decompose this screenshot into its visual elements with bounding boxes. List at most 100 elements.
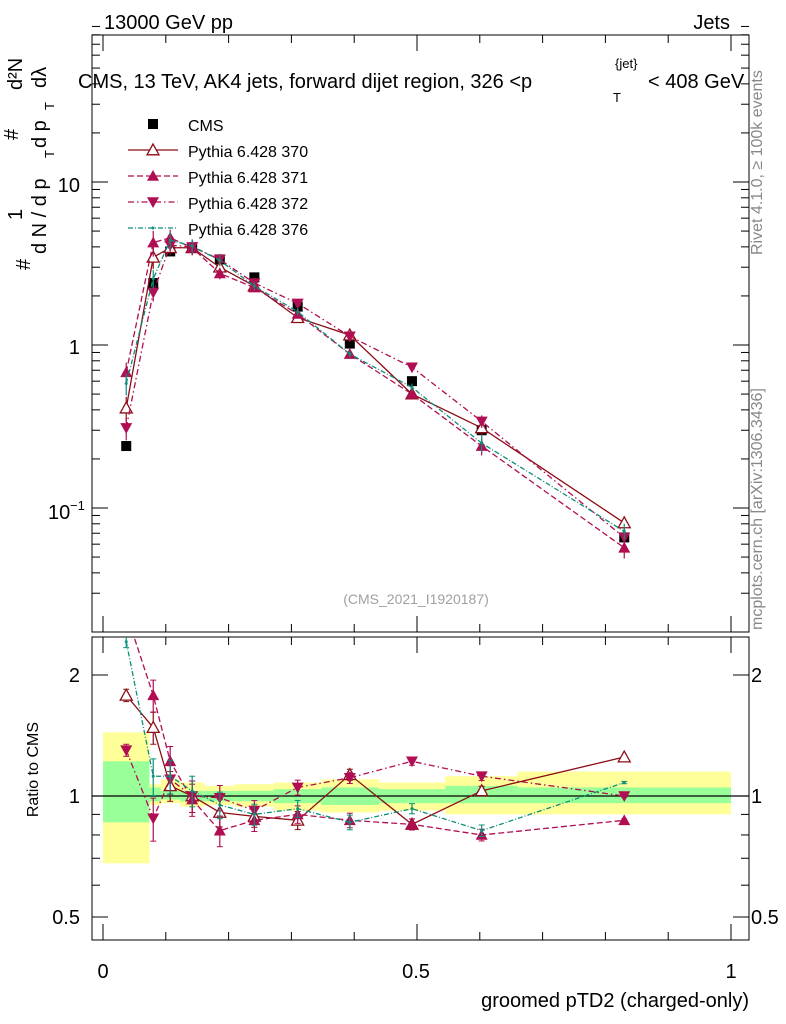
x-axis-label: groomed pTD2 (charged-only) [481, 990, 749, 1012]
ratio-ytick-0.5: 0.5 [52, 907, 80, 929]
ytick-label-0.1-exp: −1 [70, 498, 85, 513]
series-0-point [406, 376, 417, 387]
ratio-plot-frame [91, 636, 750, 941]
xtick-label-0.5: 0.5 [402, 961, 430, 983]
series-3-point [343, 331, 356, 343]
axis-ticks [92, 25, 749, 940]
series-4-ratio-point [168, 774, 172, 778]
legend-marker-1 [145, 142, 161, 156]
series-4-line [125, 239, 625, 532]
y-label-hash-2: # [1, 128, 23, 140]
series-2-point [120, 366, 133, 378]
series-4-ratio-point [252, 812, 256, 816]
legend-marker-4 [151, 226, 155, 230]
series-4-point [151, 277, 155, 281]
legend: CMS Pythia 6.428 370 Pythia 6.428 371 Py… [128, 118, 308, 239]
series-4-ratio-point [190, 789, 194, 793]
xtick-label-0: 0 [97, 961, 108, 983]
series-4-point [480, 441, 484, 445]
series-4-point [190, 244, 194, 248]
series-3-point [120, 423, 133, 434]
series-4-point [124, 382, 128, 386]
series-3-ratio-point [618, 791, 631, 802]
series-1-ratio-point [474, 783, 489, 797]
y-label-dpt: d p [29, 120, 51, 148]
series-2-ratio-point [120, 607, 132, 618]
y-label-t-sub-1: T [42, 150, 57, 158]
legend-marker-2 [147, 170, 159, 181]
series-3-ratio-point [405, 756, 418, 768]
title-subscript: T [613, 90, 621, 105]
y-label-d2n: d²N [5, 58, 27, 90]
plot-title: CMS, 13 TeV, AK4 jets, forward dijet reg… [78, 56, 745, 105]
series-4-ratio-point [296, 807, 300, 811]
y-axis-label: # 1 d N / d p T # d p T d²N dλ [1, 58, 57, 270]
band-green-bin [103, 761, 150, 823]
series-0-point [249, 272, 260, 283]
series-4-point [296, 310, 300, 314]
title-main: CMS, 13 TeV, AK4 jets, forward dijet reg… [78, 71, 532, 93]
ratio-axis-label: Ratio to CMS [25, 722, 42, 817]
series-3-ratio-point [291, 782, 304, 794]
series-3-point [291, 298, 304, 310]
series-4-point [410, 385, 414, 389]
svg-text:CMS, 13 TeV, AK4 jets, forward: CMS, 13 TeV, AK4 jets, forward dijet reg… [78, 71, 532, 93]
ratio-ytick-1: 1 [69, 786, 80, 808]
series-1-ratio-point [617, 749, 632, 763]
series-2-ratio-point [147, 689, 160, 701]
series-2-ratio-line [133, 637, 625, 836]
legend-marker-0 [148, 119, 158, 129]
series-3-line [125, 244, 625, 538]
series-3-point [405, 362, 418, 374]
series-4-ratio-point [348, 820, 352, 824]
series-4-ratio-point [218, 803, 222, 807]
ytick-label-1: 1 [69, 337, 80, 359]
series-2-point [213, 267, 226, 279]
series-4-ratio-point [151, 774, 155, 778]
series-0-point [344, 338, 355, 349]
main-series [119, 229, 632, 559]
series-4-point [252, 284, 256, 288]
ytick-label-0.1: 10 [48, 502, 70, 524]
band-green-bin [149, 787, 161, 802]
y-label-one: 1 [5, 209, 27, 220]
series-4-point [622, 529, 626, 533]
legend-label-cms: CMS [188, 118, 224, 135]
y-label-dlambda: dλ [29, 67, 51, 88]
series-1-ratio-point [119, 687, 134, 701]
series-4-ratio-point [124, 640, 128, 644]
series-4-ratio-point [480, 829, 484, 833]
energy-label: 13000 GeV pp [104, 12, 233, 34]
series-2-ratio-point [213, 824, 226, 836]
series-4-point [168, 238, 172, 242]
series-3-ratio-point [120, 745, 133, 757]
xtick-label-1: 1 [725, 961, 736, 983]
analysis-watermark: (CMS_2021_I1920187) [343, 591, 489, 607]
series-4-point [348, 352, 352, 356]
series-2-point [405, 388, 418, 399]
category-label: Jets [693, 12, 730, 34]
ratio-series [119, 607, 632, 848]
series-0-point [121, 441, 132, 452]
series-2-ratio-point [618, 814, 631, 826]
ratio-ytick-0.5-right: 0.5 [751, 907, 779, 929]
series-2-point [147, 236, 160, 248]
series-1-point [119, 400, 134, 414]
series-3-point [475, 416, 488, 428]
legend-marker-3 [147, 197, 159, 208]
series-1-line [125, 247, 625, 524]
legend-label-371: Pythia 6.428 371 [188, 170, 308, 187]
series-2-line [125, 237, 625, 549]
ratio-ytick-2-right: 2 [751, 665, 762, 687]
series-4-ratio-point [410, 807, 414, 811]
legend-label-376: Pythia 6.428 376 [188, 222, 308, 239]
y-label-hash-1: # [13, 258, 35, 270]
legend-label-370: Pythia 6.428 370 [188, 144, 308, 161]
ytick-label-10: 10 [58, 175, 80, 197]
series-3-point [147, 287, 160, 299]
series-1-ratio-point [146, 720, 161, 734]
ratio-ytick-1-right: 1 [751, 786, 762, 808]
y-label-t-sub-2: T [42, 102, 57, 110]
legend-label-372: Pythia 6.428 372 [188, 196, 308, 213]
